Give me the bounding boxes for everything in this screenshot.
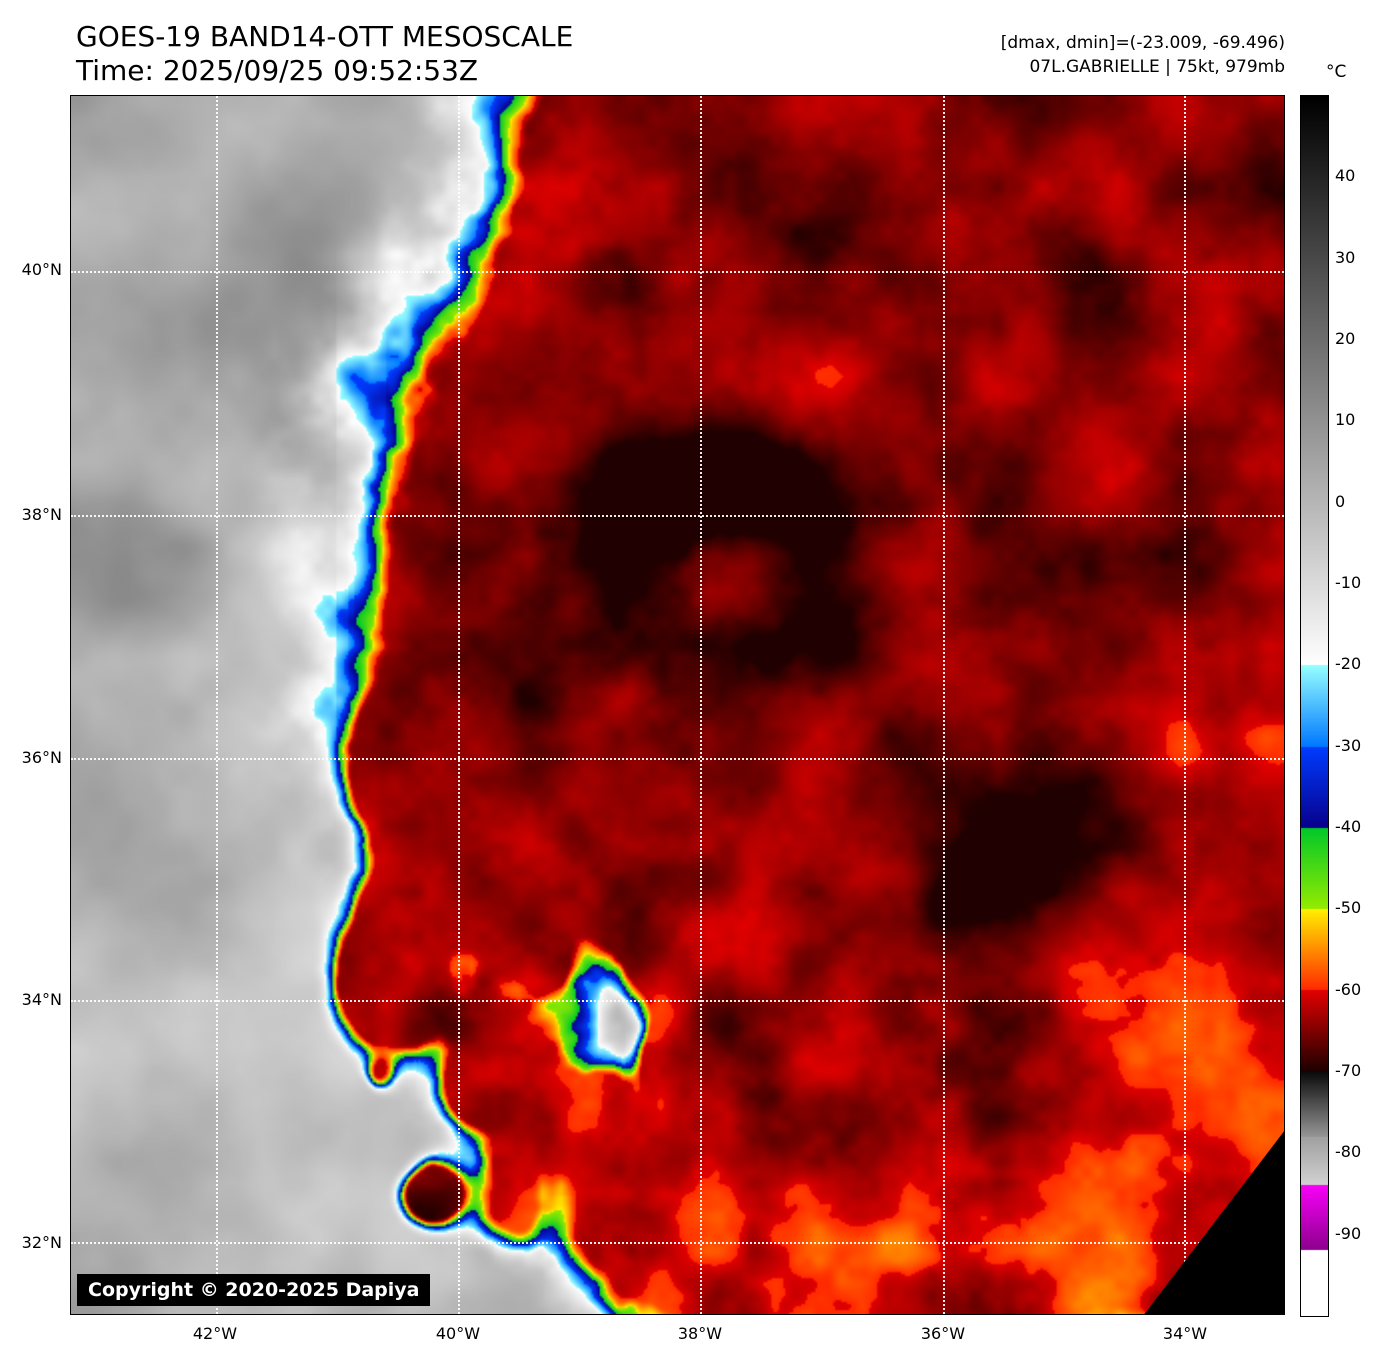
latitude-label: 36°N bbox=[21, 747, 62, 767]
copyright-label: Copyright © 2020-2025 Dapiya bbox=[77, 1274, 431, 1306]
satellite-map: Copyright © 2020-2025 Dapiya bbox=[70, 95, 1285, 1315]
colorbar-tick-label: -90 bbox=[1335, 1223, 1362, 1243]
figure-title: GOES-19 BAND14-OTT MESOSCALE bbox=[76, 20, 574, 53]
longitude-label: 36°W bbox=[920, 1324, 966, 1343]
figure-time: Time: 2025/09/25 09:52:53Z bbox=[76, 54, 479, 87]
storm-info-text: 07L.GABRIELLE | 75kt, 979mb bbox=[1029, 57, 1285, 77]
longitude-label: 42°W bbox=[192, 1324, 238, 1343]
longitude-label: 38°W bbox=[677, 1324, 723, 1343]
colorbar-unit-label: °C bbox=[1326, 62, 1347, 82]
dmax-dmin-text: [dmax, dmin]=(-23.009, -69.496) bbox=[1000, 33, 1285, 53]
colorbar-tick-label: -50 bbox=[1335, 898, 1362, 918]
latitude-label: 32°N bbox=[21, 1233, 62, 1253]
colorbar-tick-label: -60 bbox=[1335, 979, 1362, 999]
latitude-label: 40°N bbox=[21, 259, 62, 279]
colorbar-tick-label: -40 bbox=[1335, 817, 1362, 836]
colorbar-tick-label: 20 bbox=[1335, 329, 1356, 348]
colorbar-tick-label: -20 bbox=[1335, 654, 1362, 674]
colorbar-tick-label: -30 bbox=[1335, 735, 1362, 755]
header-right: [dmax, dmin]=(-23.009, -69.496) 07L.GABR… bbox=[1001, 31, 1285, 79]
latitude-label: 34°N bbox=[21, 989, 62, 1009]
colorbar-tick-label: -80 bbox=[1335, 1142, 1362, 1162]
colorbar-tick-label: 30 bbox=[1335, 247, 1356, 267]
colorbar-tick-label: -70 bbox=[1335, 1061, 1362, 1080]
longitude-label: 40°W bbox=[435, 1324, 481, 1343]
latitude-label: 38°N bbox=[21, 505, 62, 525]
colorbar bbox=[1300, 95, 1329, 1317]
colorbar-tick-label: 0 bbox=[1335, 491, 1346, 511]
colorbar-tick-label: 40 bbox=[1335, 166, 1356, 186]
satellite-image-canvas bbox=[71, 96, 1284, 1314]
colorbar-tick-label: 10 bbox=[1335, 410, 1356, 430]
longitude-label: 34°W bbox=[1162, 1324, 1208, 1343]
colorbar-tick-label: -10 bbox=[1335, 573, 1362, 592]
